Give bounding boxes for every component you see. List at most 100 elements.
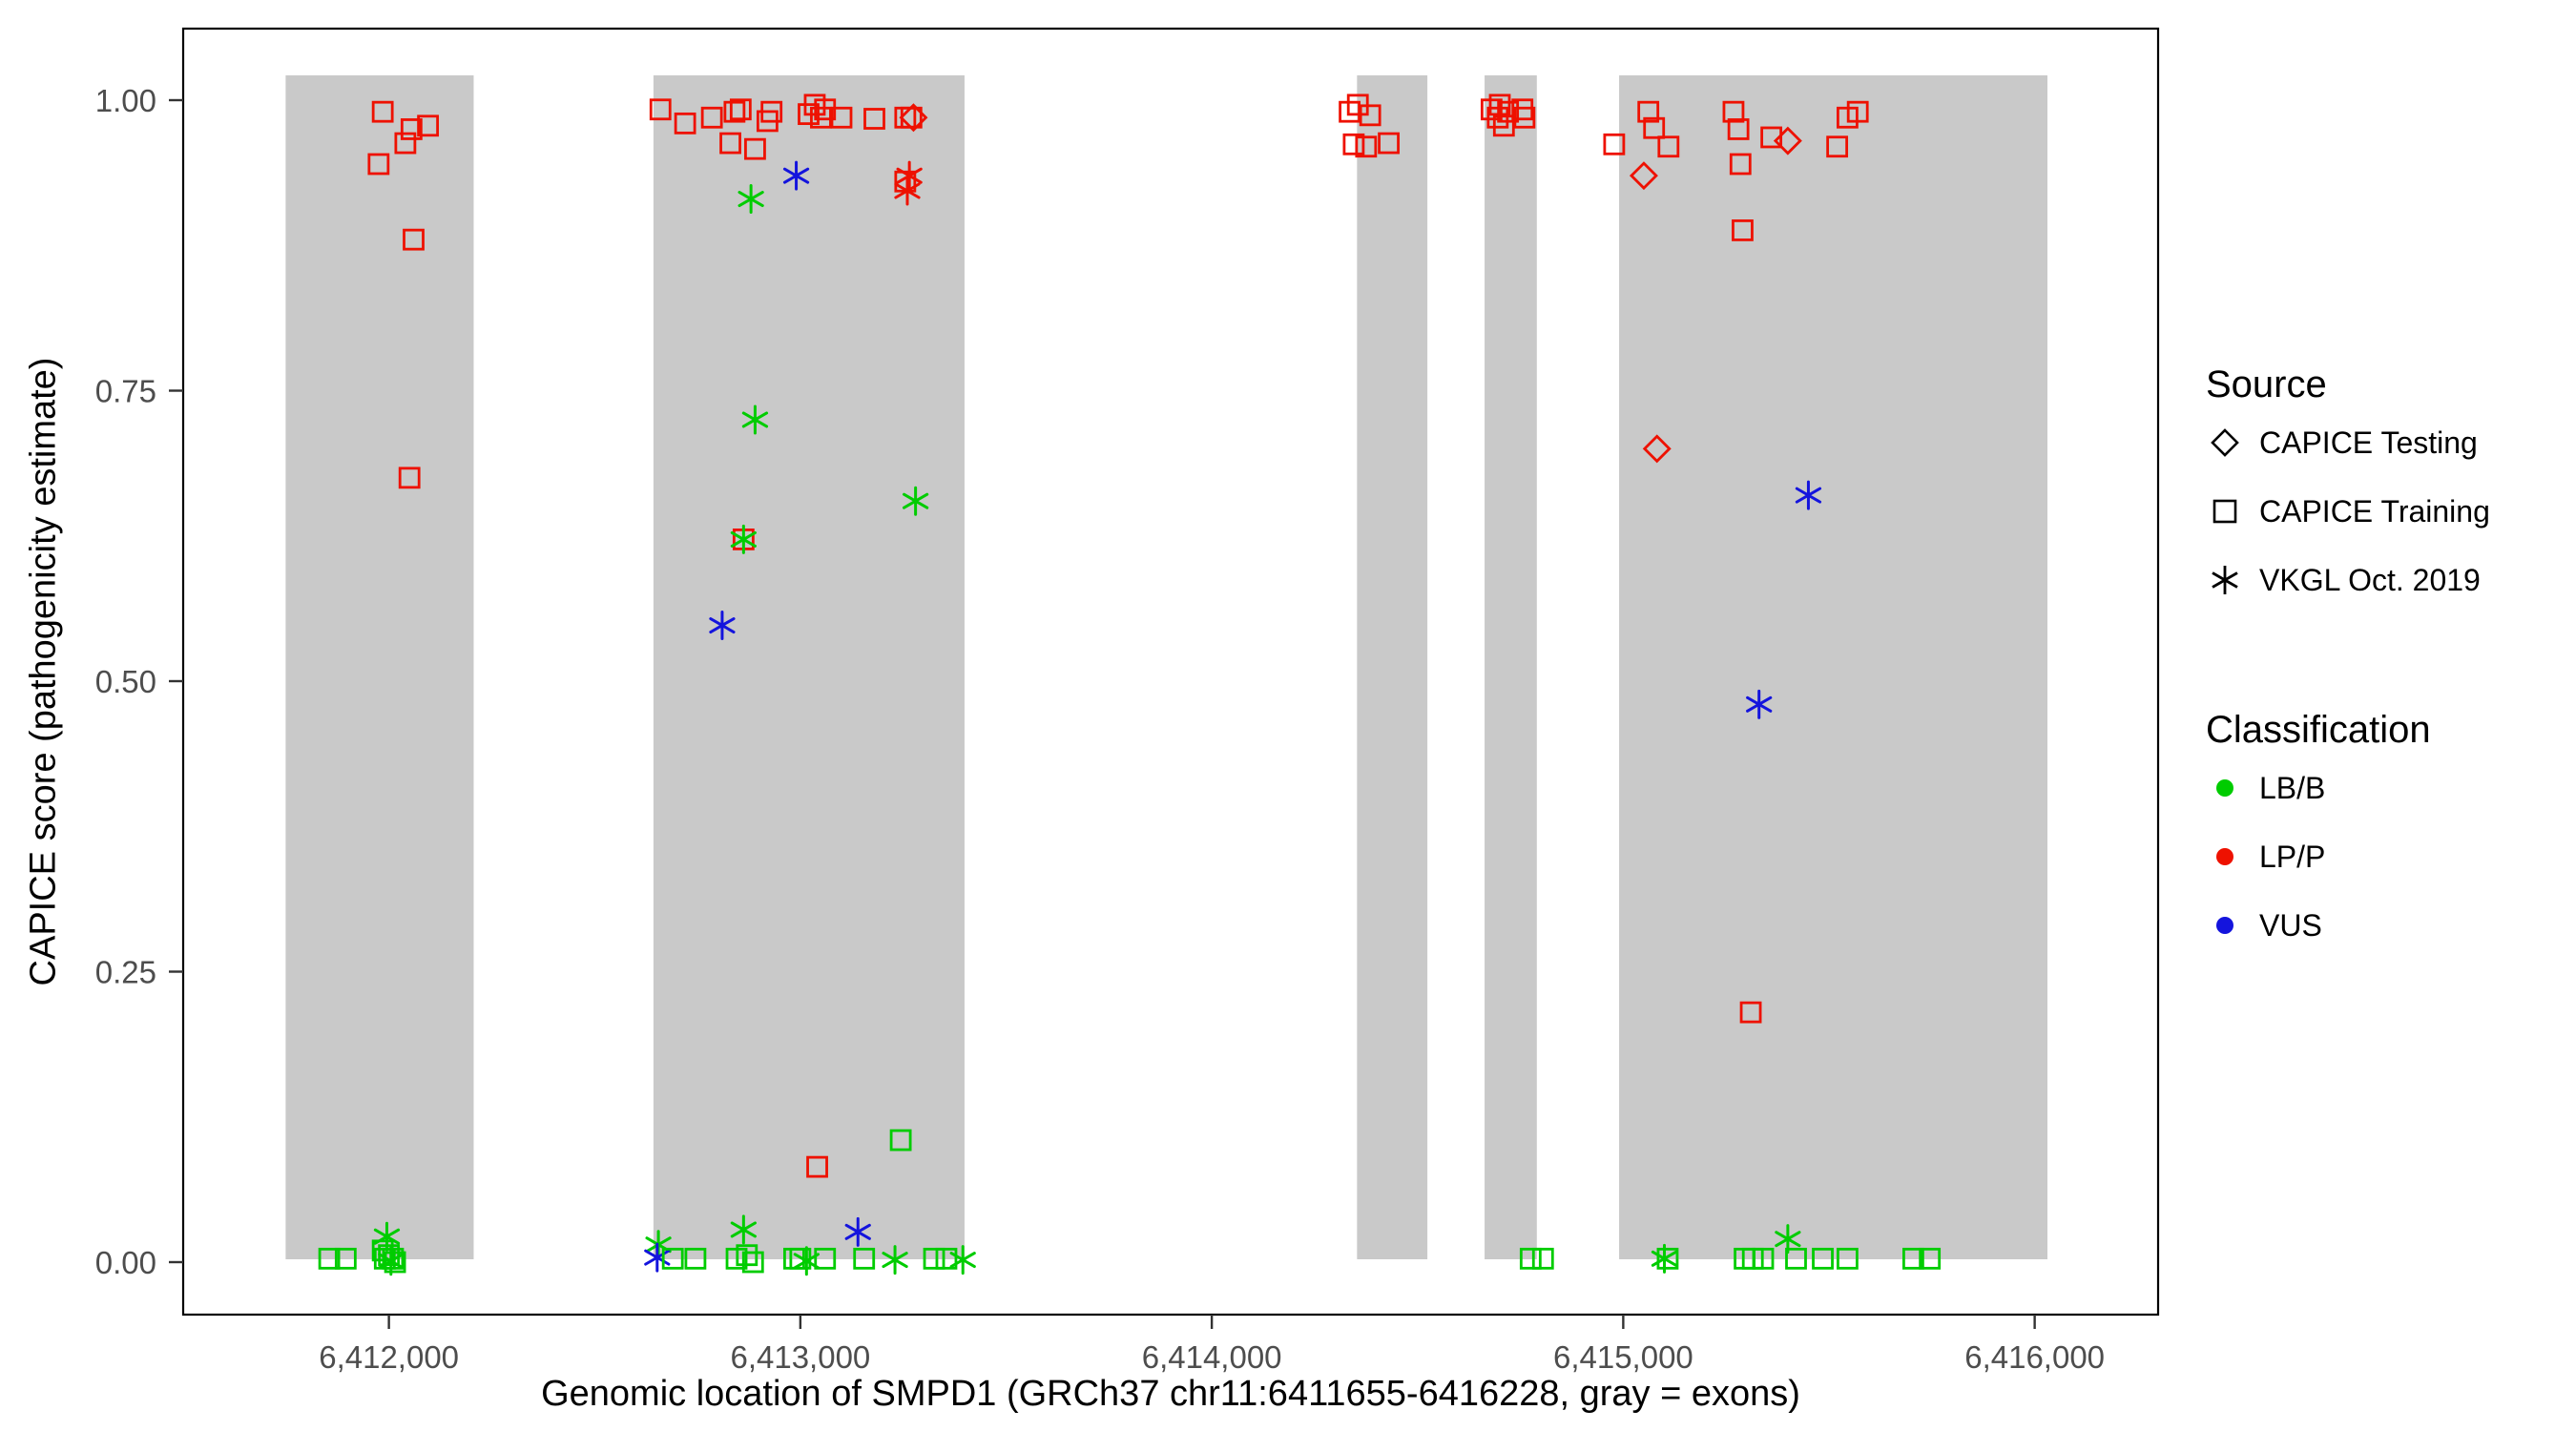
x-tick-label: 6,412,000 [319,1339,459,1375]
data-point-asterisk [1746,689,1773,719]
data-point-diamond [1642,434,1672,464]
data-point-square [403,228,425,251]
y-tick-label: 0.50 [95,664,156,699]
data-point-square [1603,133,1626,156]
data-point-asterisk [741,404,769,435]
exon-region [1619,75,2047,1259]
data-point-square [729,98,752,121]
data-point-asterisk [644,1242,671,1273]
legend-item-lpp: LP/P [2206,822,2490,891]
data-point-square [1531,1247,1554,1270]
data-point-asterisk [896,160,923,191]
data-point-square [1342,133,1365,156]
data-point-square [744,137,766,160]
data-point-square [741,1251,764,1274]
data-point-square [863,108,885,130]
legend-item-label: VKGL Oct. 2019 [2259,562,2481,597]
data-point-square [806,1155,828,1178]
data-point-square [371,100,394,123]
data-point-asterisk [949,1245,976,1275]
exon-region [653,75,965,1259]
data-point-diamond [899,103,928,133]
data-point-square [1643,116,1666,139]
data-point-asterisk [730,1214,757,1245]
data-point-square [830,106,853,129]
y-tick-label: 1.00 [95,83,156,118]
data-point-square [700,106,723,129]
y-axis-title: CAPICE score (pathogenicity estimate) [23,357,64,986]
legend-item-lbb: LB/B [2206,754,2490,822]
legend-item-label: CAPICE Testing [2259,425,2478,460]
data-point-square [1846,100,1869,123]
data-point-square [1760,126,1783,149]
data-point-square [1919,1247,1942,1270]
legend-item-capice-training: CAPICE Training [2206,477,2490,546]
data-point-square [1837,1247,1859,1270]
legend-item-label: CAPICE Training [2259,493,2490,529]
data-point-square [367,153,390,176]
x-axis-title: Genomic location of SMPD1 (GRCh37 chr11:… [541,1374,1800,1414]
legend-source-title: Source [2206,363,2327,405]
data-point-square [417,114,439,137]
asterisk-icon [2212,566,2238,594]
x-tick-label: 6,413,000 [730,1339,870,1375]
exon-region [285,75,474,1259]
diamond-icon [2211,428,2239,457]
x-tick-label: 6,414,000 [1142,1339,1282,1375]
data-point-square [400,118,423,140]
data-point-square [398,467,421,489]
data-point-square [1378,132,1400,155]
data-point-square [853,1247,876,1270]
legend-classification-title: Classification [2206,709,2431,751]
data-point-square [649,98,672,121]
y-tick-label: 0.25 [95,955,156,990]
legend-item-vus: VUS [2206,891,2490,960]
data-point-asterisk [1795,480,1822,510]
panel-border [181,27,2160,1317]
data-point-asterisk [844,1216,871,1247]
data-point-square [318,1247,341,1270]
green-dot-icon [2216,779,2233,797]
data-point-square [394,132,417,155]
data-point-square [384,1251,406,1274]
square-icon [2212,499,2237,524]
data-point-square [1752,1247,1775,1270]
data-point-square [382,1247,405,1270]
data-point-square [723,100,746,123]
data-point-square [334,1247,357,1270]
data-point-square [1727,118,1750,140]
data-point-square [923,1247,945,1270]
data-point-square [889,1129,912,1151]
data-point-square [1657,135,1680,158]
data-point-square [674,112,696,135]
legend-item-label: VUS [2259,907,2322,943]
data-point-square [814,98,837,121]
data-point-diamond [1773,126,1802,156]
data-point-asterisk [882,1245,908,1275]
data-point-diamond [1629,161,1658,191]
data-point-square [760,100,783,123]
red-dot-icon [2216,848,2233,865]
data-point-asterisk [782,160,810,191]
legend-item-label: LB/B [2259,770,2326,805]
legend: Source CAPICE Testing CAPICE Training VK… [2206,361,2490,960]
data-point-square [1656,1247,1679,1270]
data-point-square [1826,135,1849,158]
legend-item-capice-testing: CAPICE Testing [2206,408,2490,477]
data-point-square [1492,114,1515,137]
data-point-asterisk [730,524,757,554]
data-point-asterisk [737,184,764,215]
data-point-square [719,132,741,155]
data-point-square [935,1247,958,1270]
data-point-square [684,1247,707,1270]
legend-item-label: LP/P [2259,839,2326,874]
data-point-square [1739,1001,1762,1024]
data-point-square [661,1247,684,1270]
data-point-square [1359,104,1381,127]
data-point-square [810,106,832,129]
legend-item-vkgl: VKGL Oct. 2019 [2206,546,2490,614]
data-point-asterisk [378,1246,405,1276]
data-point-asterisk [903,486,929,516]
